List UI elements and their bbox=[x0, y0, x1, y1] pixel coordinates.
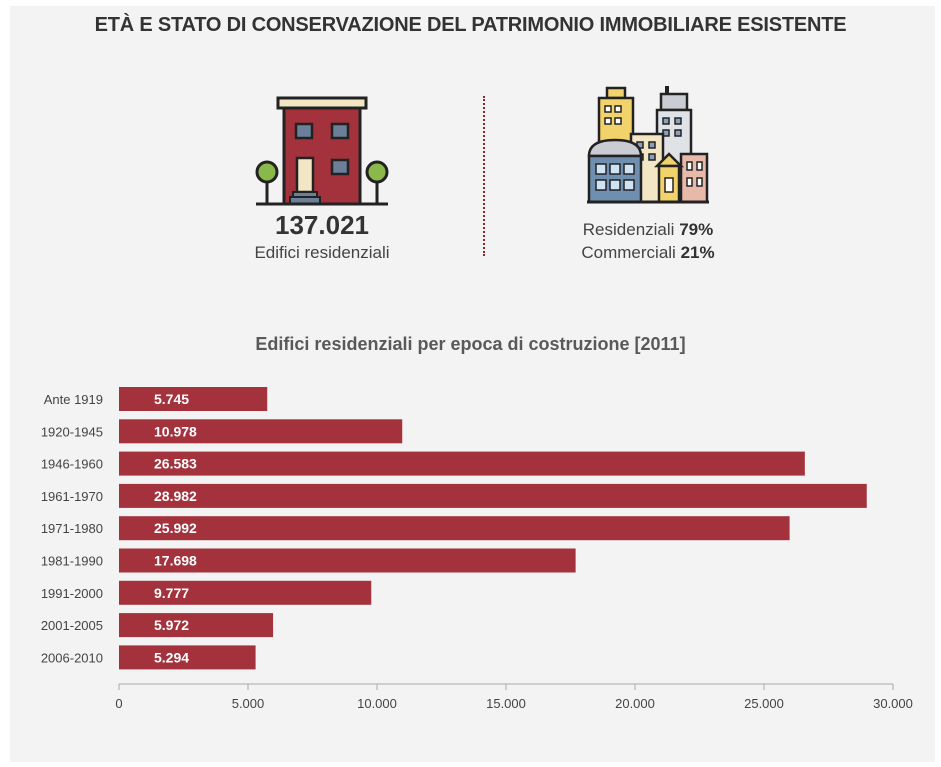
x-tick-label: 5.000 bbox=[232, 696, 265, 711]
x-tick-label: 20.000 bbox=[615, 696, 655, 711]
residential-label: Residenziali bbox=[582, 220, 675, 239]
bar bbox=[119, 419, 403, 444]
commercial-share: Commerciali 21% bbox=[548, 243, 748, 263]
category-label: 1991-2000 bbox=[41, 586, 103, 601]
commercial-label: Commerciali bbox=[581, 243, 676, 262]
category-label: 1981-1990 bbox=[41, 554, 103, 569]
bar bbox=[119, 548, 576, 573]
bar-value-label: 17.698 bbox=[154, 553, 197, 569]
commercial-pct: 21% bbox=[680, 243, 715, 262]
page-title: ETÀ E STATO DI CONSERVAZIONE DEL PATRIMO… bbox=[94, 14, 847, 36]
bar bbox=[119, 580, 372, 605]
category-label: 2001-2005 bbox=[41, 618, 103, 633]
x-tick-label: 25.000 bbox=[744, 696, 784, 711]
total-buildings-label: Edifici residenziali bbox=[254, 243, 390, 262]
residential-share: Residenziali 79% bbox=[548, 220, 748, 240]
bar-value-label: 25.992 bbox=[154, 520, 197, 536]
x-tick-label: 0 bbox=[115, 696, 122, 711]
bar-value-label: 10.978 bbox=[154, 423, 197, 439]
bar bbox=[119, 387, 268, 411]
x-tick-label: 10.000 bbox=[357, 696, 397, 711]
bar bbox=[119, 516, 790, 541]
x-tick-label: 15.000 bbox=[486, 696, 526, 711]
bar-value-label: 5.745 bbox=[154, 391, 189, 407]
house-icon bbox=[252, 94, 392, 209]
bar bbox=[119, 645, 256, 670]
x-tick-label: 30.000 bbox=[873, 696, 913, 711]
total-buildings-value: 137.021 bbox=[275, 210, 369, 240]
bar-value-label: 9.777 bbox=[154, 585, 189, 601]
bar-value-label: 5.972 bbox=[154, 617, 189, 633]
bar bbox=[119, 483, 867, 508]
category-label: 1946-1960 bbox=[41, 457, 103, 472]
category-label: 1971-1980 bbox=[41, 521, 103, 536]
bar-value-label: 26.583 bbox=[154, 456, 197, 472]
section-divider bbox=[483, 96, 485, 256]
bar-value-label: 28.982 bbox=[154, 488, 197, 504]
category-label: Ante 1919 bbox=[44, 392, 103, 407]
bar bbox=[119, 613, 274, 638]
chart-title: Edifici residenziali per epoca di costru… bbox=[255, 334, 686, 354]
bar bbox=[119, 451, 805, 476]
category-label: 1920-1945 bbox=[41, 424, 103, 439]
bar-value-label: 5.294 bbox=[154, 649, 189, 665]
residential-pct: 79% bbox=[679, 220, 714, 239]
category-label: 1961-1970 bbox=[41, 489, 103, 504]
city-buildings-icon bbox=[585, 84, 715, 209]
category-label: 2006-2010 bbox=[41, 650, 103, 665]
